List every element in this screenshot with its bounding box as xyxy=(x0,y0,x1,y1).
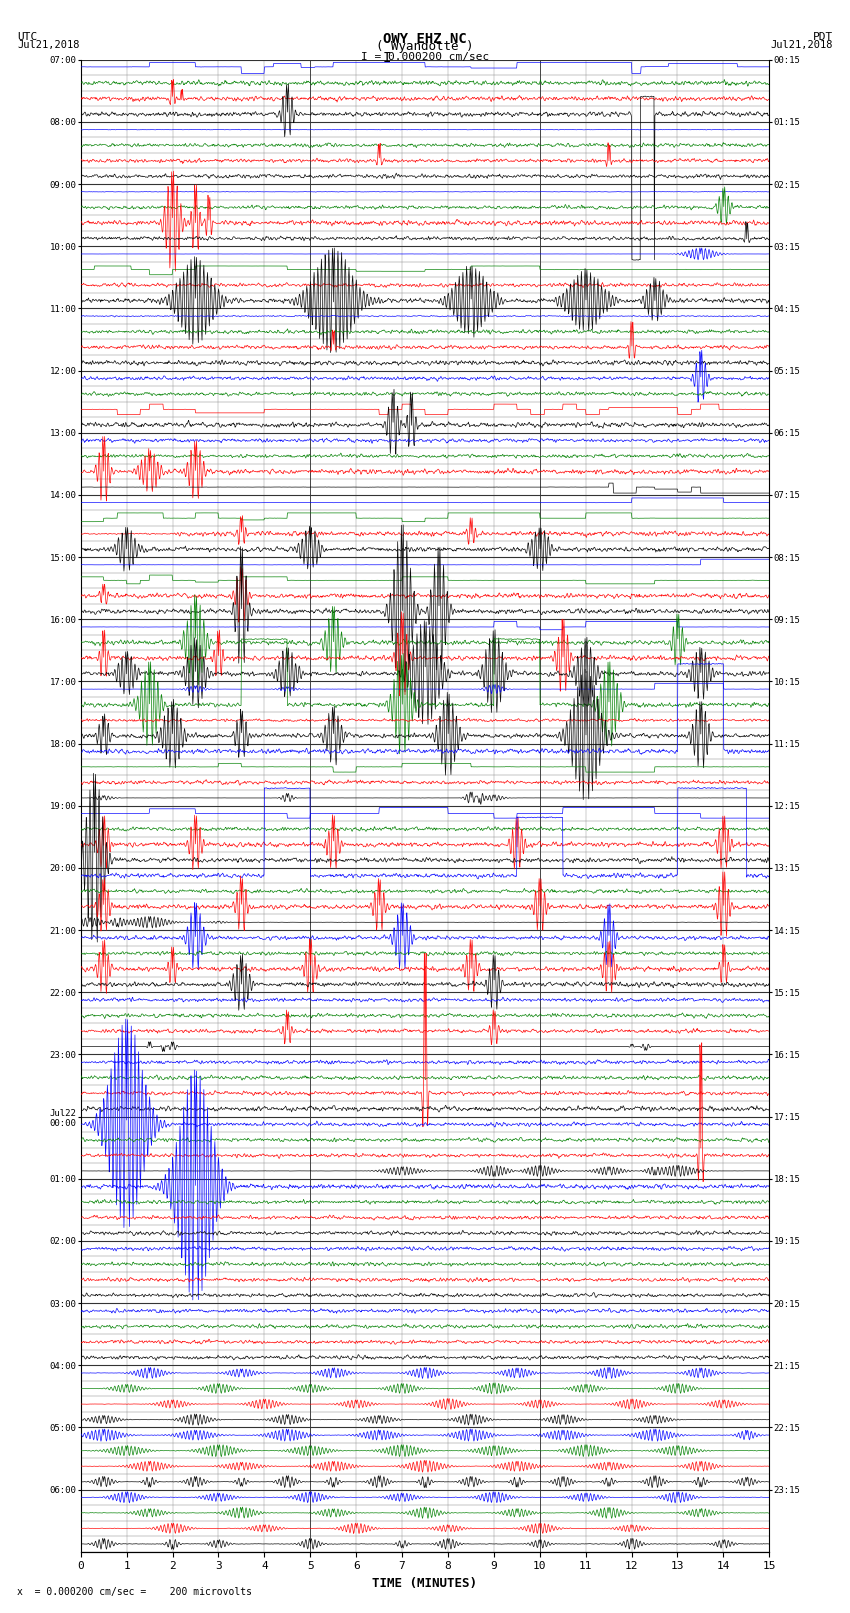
Text: ( Wyandotte ): ( Wyandotte ) xyxy=(377,40,473,53)
Text: Jul21,2018: Jul21,2018 xyxy=(17,40,80,50)
Text: UTC: UTC xyxy=(17,32,37,42)
Text: PDT: PDT xyxy=(813,32,833,42)
Text: I = 0.000200 cm/sec: I = 0.000200 cm/sec xyxy=(361,52,489,61)
Text: Jul21,2018: Jul21,2018 xyxy=(770,40,833,50)
Text: x  = 0.000200 cm/sec =    200 microvolts: x = 0.000200 cm/sec = 200 microvolts xyxy=(17,1587,252,1597)
X-axis label: TIME (MINUTES): TIME (MINUTES) xyxy=(372,1578,478,1590)
Text: I: I xyxy=(382,50,391,65)
Text: OWY EHZ NC: OWY EHZ NC xyxy=(383,32,467,47)
